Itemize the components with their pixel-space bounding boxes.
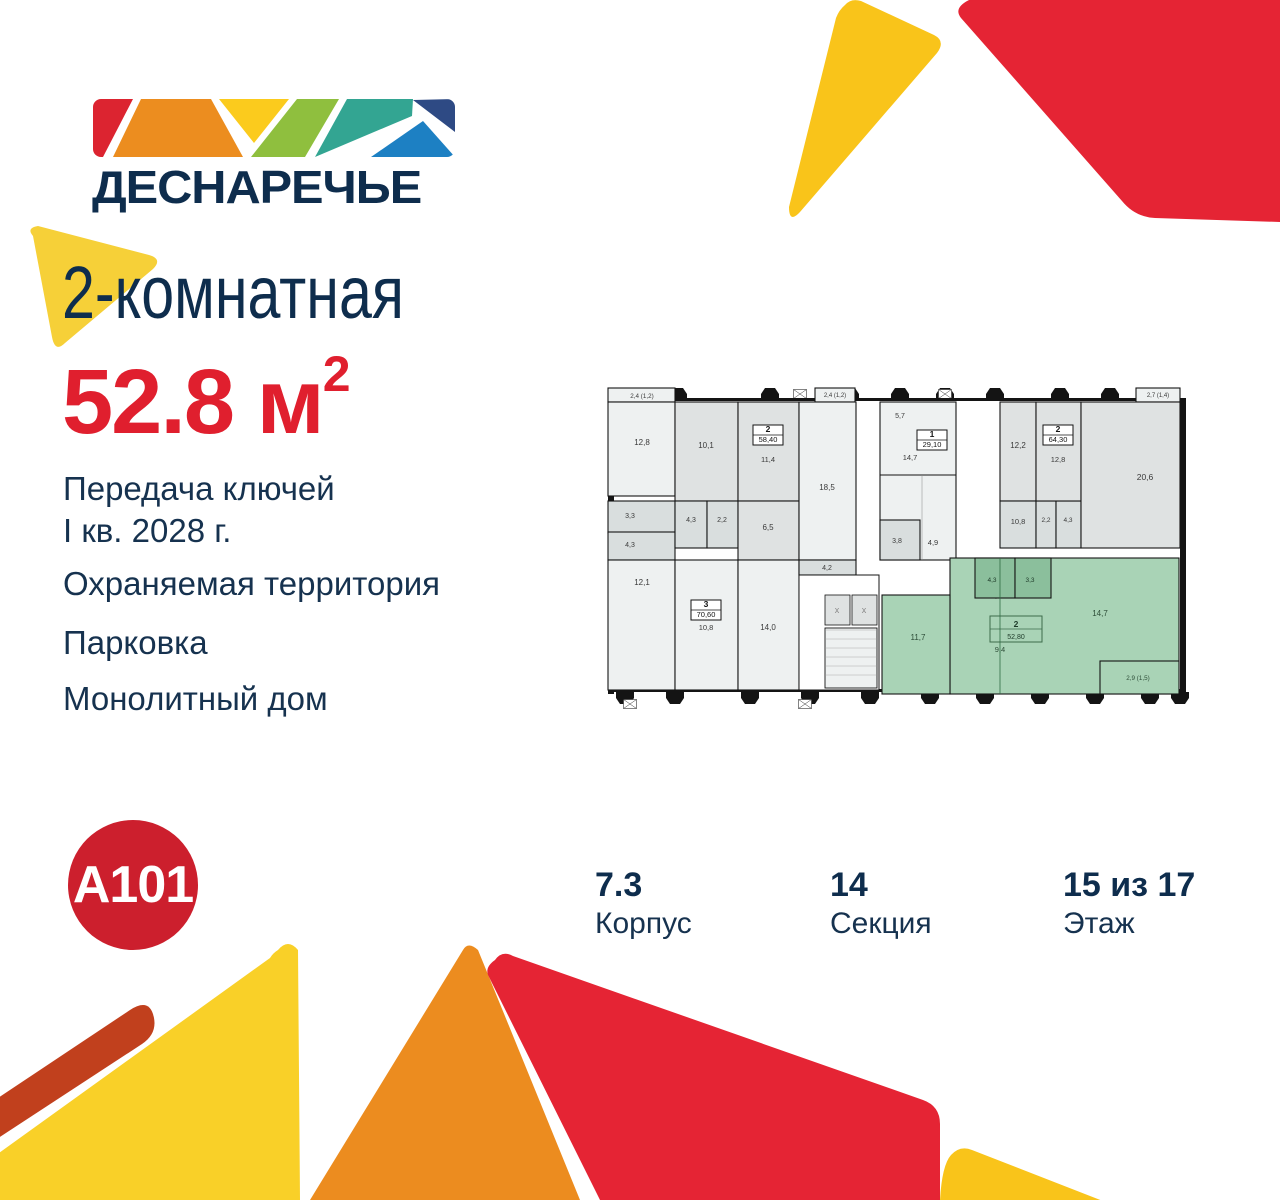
svg-text:2,2: 2,2 <box>1041 517 1050 524</box>
svg-text:64,30: 64,30 <box>1049 435 1068 444</box>
svg-text:14,0: 14,0 <box>760 623 776 632</box>
svg-text:70,60: 70,60 <box>697 610 716 619</box>
svg-text:2,7 (1,4): 2,7 (1,4) <box>1147 393 1169 399</box>
svg-text:5,7: 5,7 <box>895 413 905 420</box>
svg-text:2,2: 2,2 <box>717 517 727 524</box>
svg-text:4,9: 4,9 <box>928 538 938 547</box>
svg-text:3: 3 <box>704 599 709 609</box>
svg-text:3,3: 3,3 <box>625 513 635 520</box>
svg-text:10,1: 10,1 <box>698 441 714 450</box>
svg-text:14,7: 14,7 <box>1092 609 1108 618</box>
svg-text:2,9 (1,5): 2,9 (1,5) <box>1126 675 1149 682</box>
svg-text:6,5: 6,5 <box>762 523 774 532</box>
svg-text:2,4 (1,2): 2,4 (1,2) <box>630 393 653 400</box>
svg-text:20,6: 20,6 <box>1137 472 1154 482</box>
svg-text:3,8: 3,8 <box>892 538 902 545</box>
svg-text:2: 2 <box>1056 424 1061 434</box>
svg-text:11,4: 11,4 <box>761 455 775 464</box>
svg-text:58,40: 58,40 <box>759 435 778 444</box>
svg-text:4,3: 4,3 <box>625 542 635 549</box>
svg-text:4,3: 4,3 <box>1063 517 1072 524</box>
svg-text:2,4 (1,2): 2,4 (1,2) <box>824 393 846 399</box>
svg-text:18,5: 18,5 <box>819 483 835 492</box>
svg-text:x: x <box>862 605 867 615</box>
svg-text:11,7: 11,7 <box>911 633 927 642</box>
svg-text:2: 2 <box>1014 619 1019 629</box>
svg-text:4,2: 4,2 <box>822 565 832 572</box>
svg-text:52,80: 52,80 <box>1007 634 1025 641</box>
svg-text:4,3: 4,3 <box>686 517 696 524</box>
svg-text:12,1: 12,1 <box>634 578 650 587</box>
svg-text:12,2: 12,2 <box>1010 441 1026 450</box>
svg-text:x: x <box>835 605 840 615</box>
svg-text:1: 1 <box>930 429 935 439</box>
svg-text:10,8: 10,8 <box>1011 517 1026 526</box>
svg-text:29,10: 29,10 <box>923 440 942 449</box>
svg-text:2: 2 <box>766 424 771 434</box>
svg-text:10,8: 10,8 <box>699 623 714 632</box>
svg-text:4,3: 4,3 <box>987 577 996 584</box>
svg-text:12,8: 12,8 <box>634 438 650 447</box>
svg-text:12,8: 12,8 <box>1051 455 1066 464</box>
svg-text:3,3: 3,3 <box>1025 577 1034 584</box>
svg-text:14,7: 14,7 <box>903 453 918 462</box>
